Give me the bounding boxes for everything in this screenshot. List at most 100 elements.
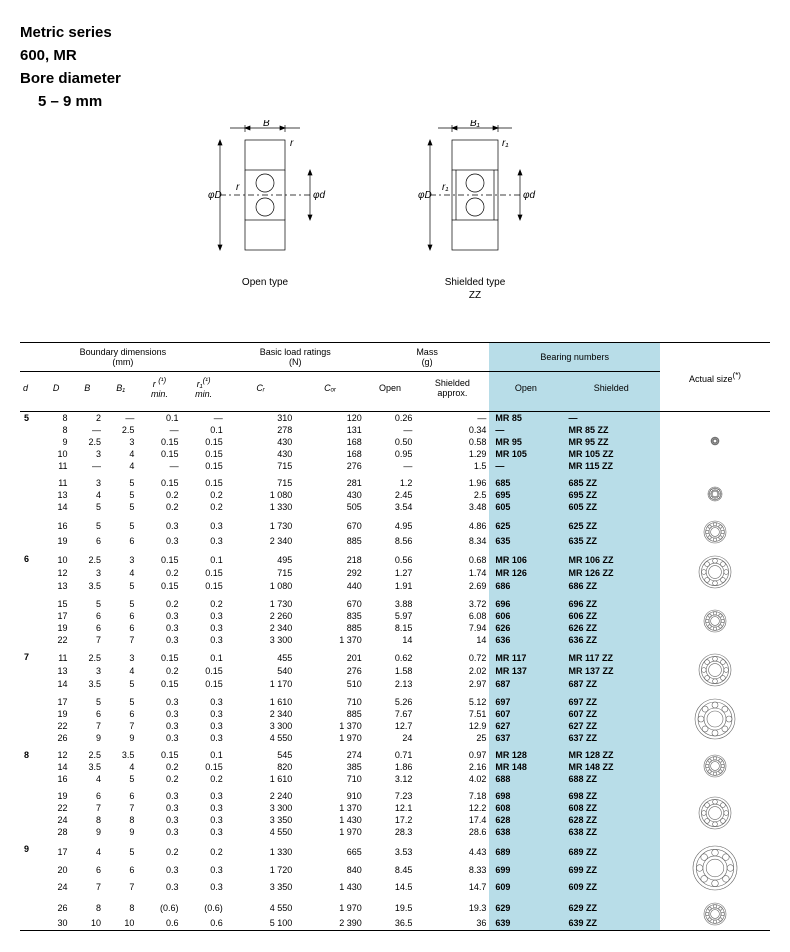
cell-ms: 25: [415, 732, 489, 744]
cell-shield-bearing: 625 ZZ: [562, 513, 660, 534]
cell-B1: 7: [104, 878, 137, 895]
col-bearing-shield: Shielded: [562, 372, 660, 404]
cell-Cr: 1 080: [226, 580, 295, 593]
cell-Cr: 310: [226, 412, 295, 425]
cell-shield-bearing: 607 ZZ: [562, 708, 660, 720]
cell-B: 4: [71, 489, 104, 501]
cell-open-bearing: 638: [489, 826, 562, 838]
cell-r1: 0.3: [182, 610, 226, 622]
cell-Cr: 1 730: [226, 513, 295, 534]
table-row: 6102.530.150.14952180.560.68MR 106MR 106…: [20, 548, 770, 567]
cell-actual-size: [660, 744, 770, 785]
cell-r1: 0.1: [182, 744, 226, 761]
cell-shield-bearing: 606 ZZ: [562, 610, 660, 622]
cell-Cor: 430: [295, 489, 365, 501]
cell-r: —: [137, 460, 181, 472]
cell-ms: 14: [415, 634, 489, 646]
cell-shield-bearing: MR 95 ZZ: [562, 436, 660, 448]
cell-d: [20, 622, 42, 634]
cell-open-bearing: 688: [489, 773, 562, 785]
table-row: 17660.30.32 2608355.976.08606606 ZZ: [20, 610, 770, 622]
cell-D: 11: [42, 460, 71, 472]
cell-open-bearing: 636: [489, 634, 562, 646]
cell-B: 7: [71, 878, 104, 895]
cell-r1: 0.3: [182, 862, 226, 879]
cell-B1: 5: [104, 489, 137, 501]
cell-D: 9: [42, 436, 71, 448]
cell-mo: 7.67: [365, 708, 416, 720]
cell-B1: 6: [104, 708, 137, 720]
cell-ms: 2.5: [415, 489, 489, 501]
cell-D: 20: [42, 862, 71, 879]
table-row: 19660.30.32 3408858.157.94626626 ZZ: [20, 622, 770, 634]
table-row: 8122.53.50.150.15452740.710.97MR 128MR 1…: [20, 744, 770, 761]
cell-ms: 6.08: [415, 610, 489, 622]
cell-B1: 10: [104, 915, 137, 930]
cell-Cor: 131: [295, 424, 365, 436]
bearing-diagram-shielded-icon: B₁ r₁ r₁ φD φd: [410, 120, 540, 270]
cell-D: 19: [42, 785, 71, 802]
cell-d: [20, 708, 42, 720]
cell-B: 5: [71, 593, 104, 610]
cell-open-bearing: MR 105: [489, 448, 562, 460]
cell-B: 3.5: [71, 580, 104, 593]
table-row: 11350.150.157152811.21.96685685 ZZ: [20, 472, 770, 489]
cell-mo: 1.58: [365, 665, 416, 678]
cell-Cor: 168: [295, 448, 365, 460]
cell-open-bearing: 606: [489, 610, 562, 622]
cell-ms: 0.34: [415, 424, 489, 436]
cell-B1: 9: [104, 826, 137, 838]
cell-Cor: 665: [295, 838, 365, 862]
cell-r: 0.3: [137, 610, 181, 622]
cell-B: —: [71, 460, 104, 472]
cell-actual-size: [660, 691, 770, 744]
col-r1: r₁(¹)min.: [182, 372, 226, 404]
table-row: 26990.30.34 5501 9702425637637 ZZ: [20, 732, 770, 744]
cell-d: [20, 460, 42, 472]
cell-d: [20, 678, 42, 691]
cell-r1: 0.15: [182, 460, 226, 472]
cell-D: 30: [42, 915, 71, 930]
diagram-open: B r r φD φd Open type: [200, 120, 330, 302]
cell-r: 0.3: [137, 732, 181, 744]
cell-open-bearing: 698: [489, 785, 562, 802]
cell-r1: 0.2: [182, 489, 226, 501]
cell-ms: —: [415, 412, 489, 425]
cell-Cr: 495: [226, 548, 295, 567]
cell-open-bearing: 609: [489, 878, 562, 895]
cell-D: 24: [42, 878, 71, 895]
cell-r: 0.15: [137, 678, 181, 691]
cell-B1: 5: [104, 593, 137, 610]
cell-Cor: 276: [295, 460, 365, 472]
table-row: 14550.20.21 3305053.543.48605605 ZZ: [20, 501, 770, 513]
cell-Cr: 1 170: [226, 678, 295, 691]
cell-Cr: 1 610: [226, 773, 295, 785]
cell-D: 11: [42, 646, 71, 665]
cell-mo: 8.15: [365, 622, 416, 634]
cell-r1: 0.2: [182, 773, 226, 785]
cell-B1: 3: [104, 436, 137, 448]
cell-r1: 0.3: [182, 622, 226, 634]
cell-D: 10: [42, 548, 71, 567]
cell-B: 3: [71, 472, 104, 489]
cell-D: 22: [42, 720, 71, 732]
cell-ms: 1.29: [415, 448, 489, 460]
bearing-diagram-open-icon: B r r φD φd: [200, 120, 330, 270]
cell-r1: 0.15: [182, 761, 226, 773]
table-row: 8—2.5—0.1278131—0.34—MR 85 ZZ: [20, 424, 770, 436]
cell-mo: 0.71: [365, 744, 416, 761]
cell-Cor: 2 390: [295, 915, 365, 930]
cell-ms: 36: [415, 915, 489, 930]
svg-text:φD: φD: [418, 190, 432, 201]
cell-D: 19: [42, 708, 71, 720]
cell-Cor: 274: [295, 744, 365, 761]
cell-shield-bearing: 638 ZZ: [562, 826, 660, 838]
cell-Cor: 1 370: [295, 634, 365, 646]
cell-mo: 0.95: [365, 448, 416, 460]
cell-mo: —: [365, 460, 416, 472]
cell-r1: (0.6): [182, 895, 226, 915]
cell-B: 8: [71, 814, 104, 826]
cell-d: 7: [20, 646, 42, 665]
cell-Cr: 3 300: [226, 720, 295, 732]
cell-r: 0.15: [137, 744, 181, 761]
